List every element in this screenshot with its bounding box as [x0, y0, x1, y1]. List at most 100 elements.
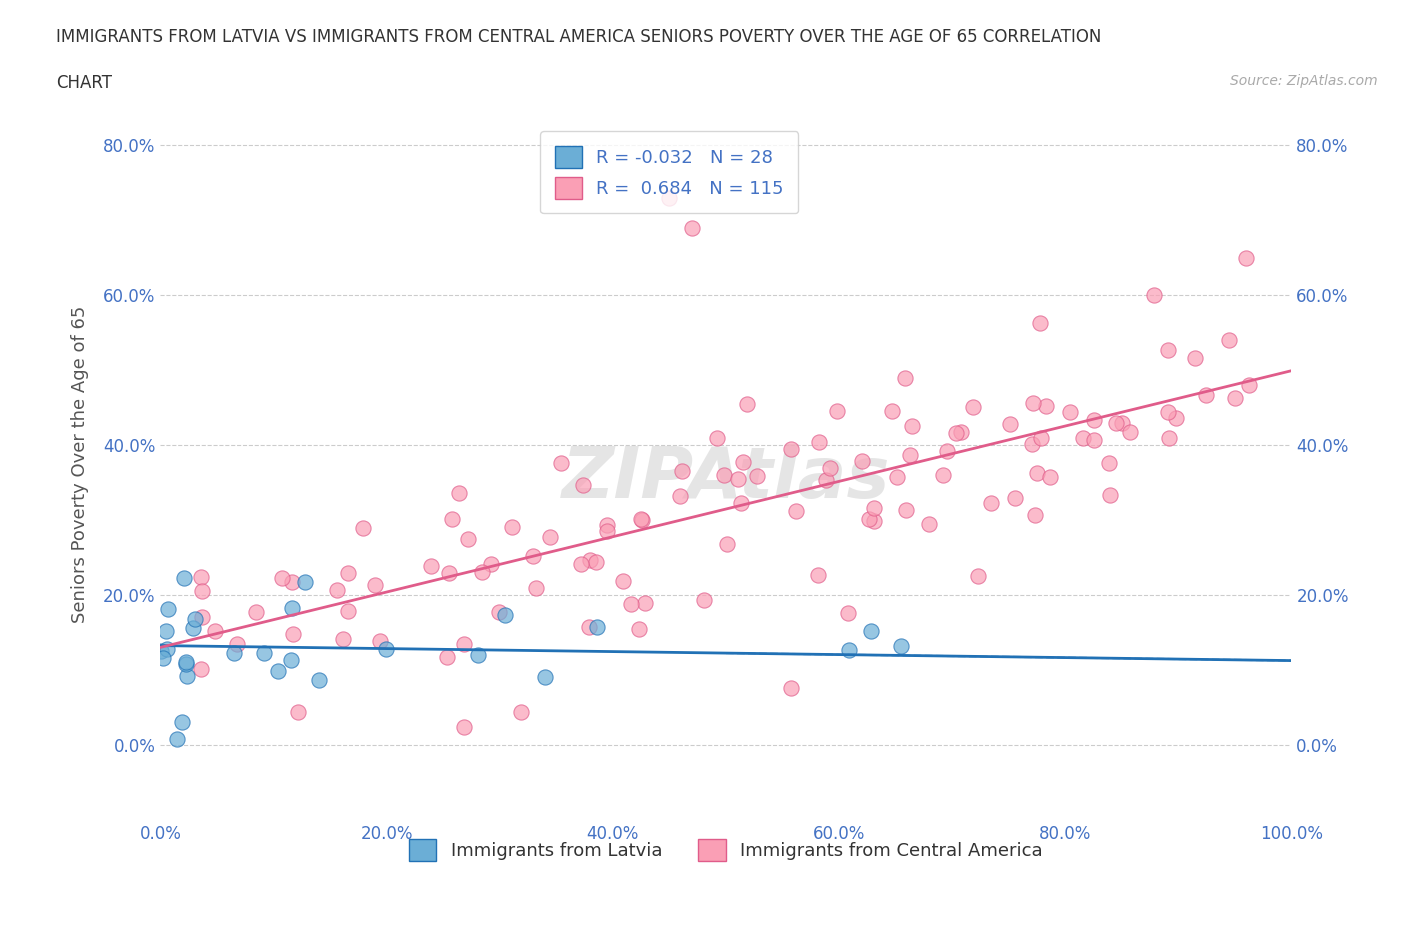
Text: ZIPAtlas: ZIPAtlas [562, 444, 890, 512]
Point [998, 417, 1021, 432]
Point [745, 469, 768, 484]
Point [620, 597, 643, 612]
Point [550, 456, 572, 471]
Point [281, 627, 304, 642]
Point [509, 705, 531, 720]
Point [633, 596, 655, 611]
Text: Source: ZipAtlas.com: Source: ZipAtlas.com [1230, 74, 1378, 88]
Point [596, 517, 619, 532]
Point [631, 512, 654, 527]
Point [181, 620, 204, 635]
Point [152, 651, 174, 666]
Point [281, 601, 304, 616]
Point [730, 496, 752, 511]
Point [669, 488, 692, 503]
Legend: Immigrants from Latvia, Immigrants from Central America: Immigrants from Latvia, Immigrants from … [402, 831, 1050, 869]
Point [950, 424, 973, 439]
Point [294, 574, 316, 589]
Point [326, 583, 349, 598]
Point [596, 524, 619, 538]
Text: IMMIGRANTS FROM LATVIA VS IMMIGRANTS FROM CENTRAL AMERICA SENIORS POVERTY OVER T: IMMIGRANTS FROM LATVIA VS IMMIGRANTS FRO… [56, 28, 1102, 46]
Point [453, 636, 475, 651]
Point [630, 512, 652, 526]
Point [1111, 416, 1133, 431]
Point [918, 516, 941, 531]
Point [155, 623, 177, 638]
Point [779, 681, 801, 696]
Point [569, 556, 592, 571]
Point [1059, 405, 1081, 419]
Point [1239, 378, 1261, 392]
Point [945, 426, 967, 441]
Point [893, 370, 915, 385]
Point [713, 468, 735, 483]
Point [1083, 413, 1105, 428]
Point [1083, 432, 1105, 447]
Point [352, 521, 374, 536]
Point [1029, 316, 1052, 331]
Point [932, 467, 955, 482]
Point [225, 637, 247, 652]
Point [1098, 487, 1121, 502]
Point [863, 501, 886, 516]
Point [966, 568, 988, 583]
Point [453, 720, 475, 735]
Point [1234, 250, 1257, 265]
Point [627, 621, 650, 636]
Point [880, 404, 903, 418]
Point [1218, 333, 1240, 348]
Point [785, 503, 807, 518]
Point [176, 669, 198, 684]
Point [522, 548, 544, 563]
Point [368, 633, 391, 648]
Point [471, 565, 494, 579]
Point [253, 645, 276, 660]
Point [1119, 424, 1142, 439]
Point [585, 554, 607, 569]
Point [579, 553, 602, 568]
Point [191, 584, 214, 599]
Point [1024, 507, 1046, 522]
Point [727, 472, 749, 486]
Point [271, 570, 294, 585]
Point [436, 650, 458, 665]
Point [166, 732, 188, 747]
Point [1031, 431, 1053, 445]
Point [524, 581, 547, 596]
Point [716, 537, 738, 551]
Point [1098, 456, 1121, 471]
Point [1157, 405, 1180, 419]
Point [572, 478, 595, 493]
Point [706, 431, 728, 445]
Point [612, 574, 634, 589]
Point [894, 502, 917, 517]
Point [287, 705, 309, 720]
Point [586, 619, 609, 634]
Point [281, 575, 304, 590]
Point [266, 663, 288, 678]
Point [962, 400, 984, 415]
Point [538, 530, 561, 545]
Point [336, 566, 359, 581]
Point [190, 661, 212, 676]
Point [898, 447, 921, 462]
Point [1195, 388, 1218, 403]
Point [890, 638, 912, 653]
Point [780, 442, 803, 457]
Point [901, 418, 924, 433]
Point [494, 607, 516, 622]
Point [184, 612, 207, 627]
Point [245, 604, 267, 619]
Point [222, 645, 245, 660]
Point [170, 715, 193, 730]
Point [501, 520, 523, 535]
Point [280, 653, 302, 668]
Point [457, 532, 479, 547]
Point [157, 602, 180, 617]
Point [1157, 343, 1180, 358]
Point [1164, 410, 1187, 425]
Point [467, 647, 489, 662]
Point [837, 606, 859, 621]
Point [375, 641, 398, 656]
Point [858, 512, 880, 526]
